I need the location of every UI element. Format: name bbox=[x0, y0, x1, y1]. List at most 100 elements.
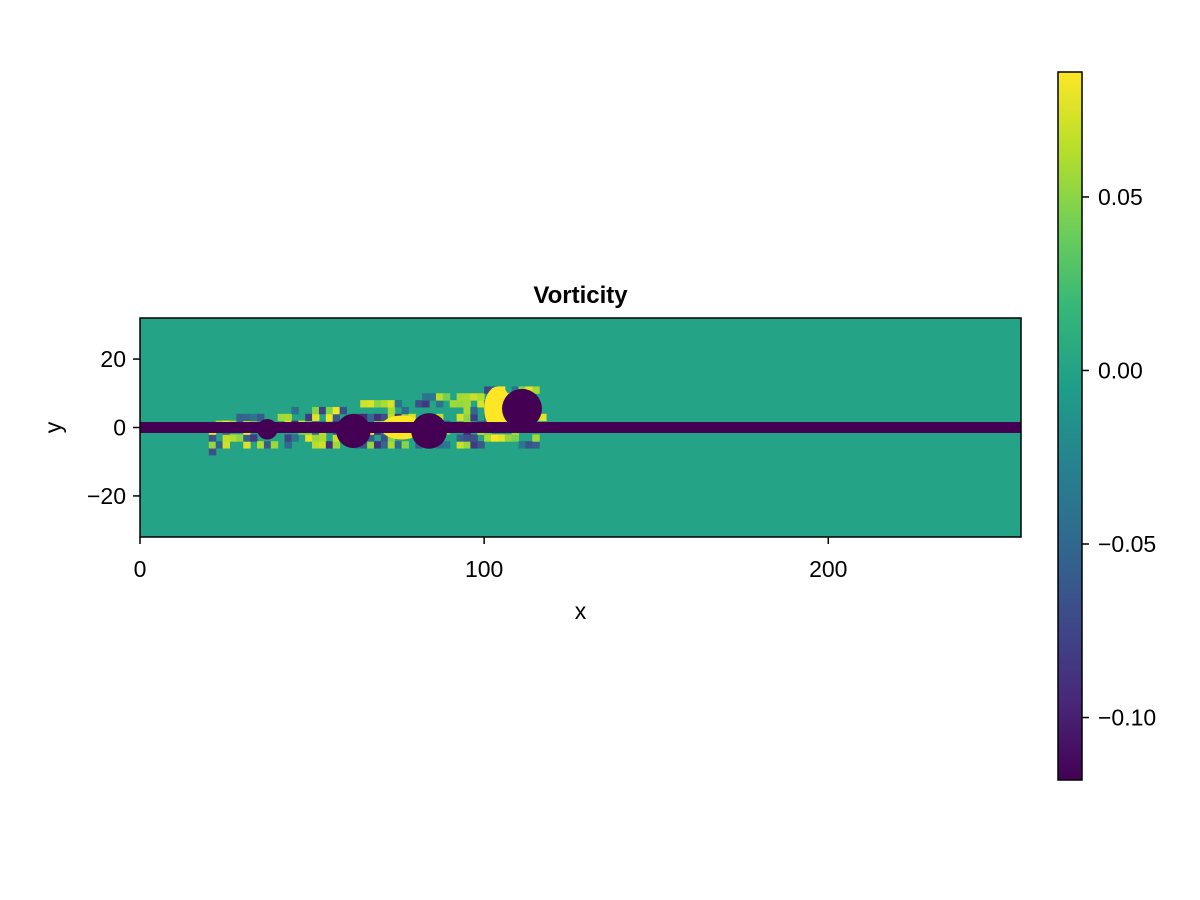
heatmap-cell bbox=[539, 413, 547, 422]
heatmap-cell bbox=[222, 434, 230, 442]
heatmap-cell bbox=[429, 393, 437, 401]
heatmap-cell bbox=[422, 400, 430, 408]
heatmap-cell bbox=[367, 434, 375, 442]
heatmap-cell bbox=[312, 406, 320, 415]
heatmap-cell bbox=[463, 406, 471, 415]
y-tick-label: −20 bbox=[87, 483, 126, 509]
heatmap-cell bbox=[284, 441, 292, 449]
heatmap-cell bbox=[477, 441, 485, 449]
heatmap-cell bbox=[415, 400, 423, 408]
heatmap-cell bbox=[367, 400, 375, 408]
heatmap-cell bbox=[401, 441, 409, 449]
heatmap-cell bbox=[442, 441, 451, 449]
heatmap-cell bbox=[250, 434, 258, 442]
heatmap-cell bbox=[422, 393, 430, 401]
heatmap-cell bbox=[360, 400, 368, 408]
heatmap-cell bbox=[525, 441, 533, 449]
vortex bbox=[257, 418, 278, 440]
colorbar bbox=[1057, 71, 1083, 781]
heatmap-cell bbox=[449, 400, 458, 408]
heatmap-cell bbox=[325, 413, 334, 422]
vortex bbox=[502, 388, 542, 429]
heatmap-cell bbox=[435, 393, 444, 401]
colorbar-axis: 0.05 0.00 −0.05 −0.10 bbox=[1082, 184, 1156, 731]
heatmap-cell bbox=[243, 413, 251, 422]
heatmap-cell bbox=[284, 413, 292, 422]
positive-vorticity-lobe bbox=[484, 386, 512, 431]
heatmap-cell bbox=[387, 400, 396, 408]
heatmap-cell bbox=[387, 434, 396, 442]
heatmap-cell bbox=[222, 441, 230, 449]
heatmap-cell bbox=[401, 406, 409, 415]
heatmap bbox=[140, 318, 1021, 537]
x-tick-label: 0 bbox=[134, 556, 147, 582]
heatmap-cell bbox=[208, 441, 217, 449]
heatmap-cell bbox=[394, 441, 403, 449]
heatmap-cell bbox=[484, 434, 492, 442]
colorbar-tick-label: 0.00 bbox=[1098, 357, 1143, 383]
heatmap-cell bbox=[250, 413, 258, 422]
heatmap-cell bbox=[208, 448, 217, 456]
heatmap-cell bbox=[257, 413, 265, 422]
heatmap-cell bbox=[270, 441, 279, 449]
heatmap-cell bbox=[532, 434, 540, 442]
y-tick-label: 20 bbox=[100, 346, 126, 372]
heatmap-cell bbox=[511, 434, 520, 442]
heatmap-cell bbox=[380, 441, 389, 449]
heatmap-cell bbox=[367, 413, 375, 422]
heatmap-cell bbox=[387, 406, 396, 415]
heatmap-cell bbox=[497, 434, 506, 442]
heatmap-cell bbox=[257, 441, 265, 449]
heatmap-cell bbox=[491, 434, 499, 442]
heatmap-cell bbox=[277, 413, 286, 422]
heatmap-cell bbox=[532, 441, 540, 449]
vortex bbox=[336, 413, 371, 449]
x-tick-label: 100 bbox=[465, 556, 503, 582]
heatmap-cell bbox=[208, 434, 217, 442]
heatmap-cell bbox=[463, 434, 471, 442]
heatmap-cell bbox=[456, 393, 464, 401]
x-tick-label: 200 bbox=[809, 556, 847, 582]
heatmap-cell bbox=[525, 386, 533, 394]
heatmap-cell bbox=[463, 400, 471, 408]
colorbar-tick-label: −0.05 bbox=[1098, 531, 1156, 557]
heatmap-cell bbox=[504, 434, 513, 442]
heatmap-cell bbox=[305, 434, 313, 442]
wake-band bbox=[140, 422, 1021, 433]
heatmap-cell bbox=[229, 434, 237, 442]
heatmap-cell bbox=[470, 434, 478, 442]
heatmap-cell bbox=[470, 406, 478, 415]
heatmap-cell bbox=[367, 441, 375, 449]
heatmap-cell bbox=[332, 413, 341, 422]
heatmap-cell bbox=[318, 441, 327, 449]
colorbar-tick-label: 0.05 bbox=[1098, 184, 1143, 210]
heatmap-cell bbox=[312, 413, 320, 422]
heatmap-cell bbox=[387, 441, 396, 449]
heatmap-cell bbox=[477, 400, 485, 408]
x-axis-label: x bbox=[575, 598, 587, 624]
heatmap-cell bbox=[318, 406, 327, 415]
heatmap-cell bbox=[236, 434, 244, 442]
x-axis: 0 100 200 bbox=[134, 537, 847, 582]
heatmap-cell bbox=[518, 441, 526, 449]
colorbar-tick-label: −0.10 bbox=[1098, 705, 1156, 731]
heatmap-cell bbox=[312, 434, 320, 442]
heatmap-cell bbox=[332, 441, 341, 449]
heatmap-cell bbox=[325, 441, 334, 449]
y-axis-label: y bbox=[40, 421, 66, 433]
heatmap-cell bbox=[484, 386, 492, 394]
heatmap-cell bbox=[284, 434, 292, 442]
heatmap-cell bbox=[394, 400, 403, 408]
heatmap-cell bbox=[380, 400, 389, 408]
heatmap-cell bbox=[291, 406, 299, 415]
heatmap-cell bbox=[456, 400, 464, 408]
heatmap-cell bbox=[463, 393, 471, 401]
heatmap-cell bbox=[332, 406, 341, 415]
heatmap-cell bbox=[470, 413, 478, 422]
heatmap-cell bbox=[215, 441, 224, 449]
heatmap-cell bbox=[243, 441, 251, 449]
heatmap-cell bbox=[463, 413, 471, 422]
heatmap-cell bbox=[374, 400, 382, 408]
heatmap-cell bbox=[291, 434, 299, 442]
heatmap-cell bbox=[477, 393, 485, 401]
